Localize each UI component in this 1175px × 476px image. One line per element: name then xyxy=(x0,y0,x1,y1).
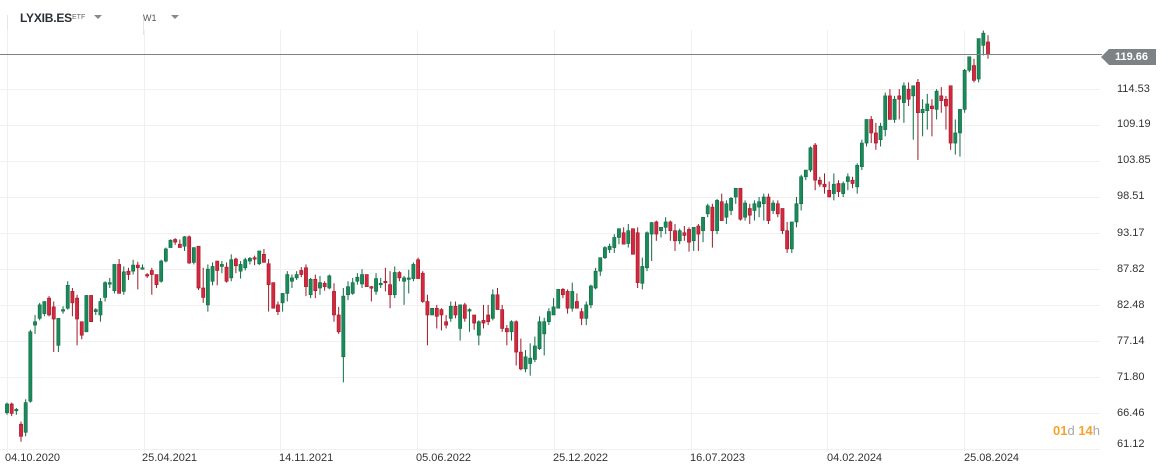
countdown-hours-unit: h xyxy=(1092,423,1101,438)
symbol-dropdown-icon[interactable] xyxy=(94,15,102,19)
price-axis-label: 66.46 xyxy=(1117,407,1145,419)
current-price-tag: 119.66 xyxy=(1100,49,1157,65)
candle-countdown: 01d 14h xyxy=(1053,423,1100,438)
interval-dropdown-icon[interactable] xyxy=(171,15,179,19)
symbol-selector[interactable]: LYXIB.ES xyxy=(20,11,72,25)
header-divider xyxy=(143,15,144,35)
time-axis-label: 14.11.2021 xyxy=(279,452,334,464)
price-axis-label: 98.51 xyxy=(1117,190,1145,202)
instrument-type-label: ETF xyxy=(72,14,86,21)
time-axis-label: 25.04.2021 xyxy=(142,452,198,464)
price-axis-label: 61.12 xyxy=(1117,438,1145,450)
countdown-days: 01 xyxy=(1053,423,1068,438)
candle-series xyxy=(5,30,990,442)
price-axis-label: 93.17 xyxy=(1117,227,1145,239)
price-axis-label: 82.48 xyxy=(1117,299,1145,311)
chart-grid xyxy=(0,30,1100,452)
price-axis-label: 114.53 xyxy=(1117,83,1150,95)
time-axis-label: 16.07.2023 xyxy=(690,452,746,464)
countdown-days-unit: d xyxy=(1067,423,1075,438)
price-axis-label: 71.80 xyxy=(1117,371,1145,383)
price-axis-label: 103.85 xyxy=(1117,154,1151,166)
price-axis-label: 77.14 xyxy=(1117,335,1145,347)
interval-selector[interactable]: W1 xyxy=(143,13,157,23)
time-axis-label: 05.06.2022 xyxy=(416,452,472,464)
price-axis-label: 87.82 xyxy=(1117,263,1145,275)
time-axis-label: 04.10.2020 xyxy=(5,452,61,464)
header-divider xyxy=(7,15,8,35)
time-axis-label: 04.02.2024 xyxy=(827,452,883,464)
time-axis-label: 25.12.2022 xyxy=(553,452,609,464)
price-axis-label: 109.19 xyxy=(1117,118,1151,130)
countdown-hours: 14 xyxy=(1078,423,1093,438)
time-axis-label: 25.08.2024 xyxy=(964,452,1020,464)
